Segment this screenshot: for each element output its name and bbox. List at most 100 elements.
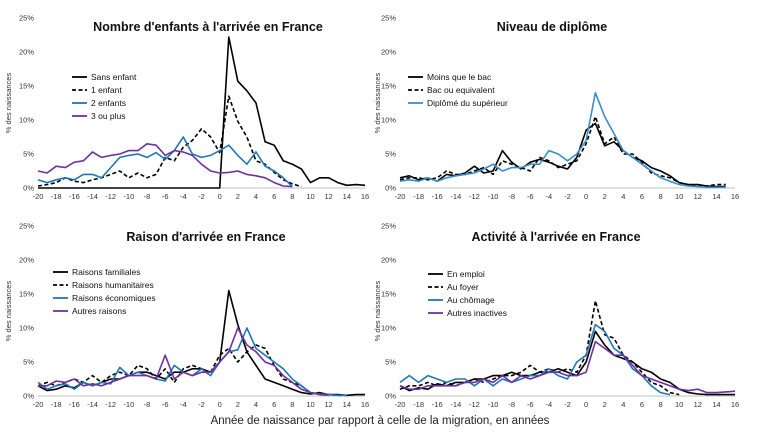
x-tick-label: -12 — [105, 400, 116, 409]
x-tick-label: 4 — [254, 400, 258, 409]
legend-label: Au foyer — [447, 282, 479, 292]
legend-label: Autres raisons — [72, 306, 126, 316]
x-tick-label: 0 — [584, 192, 588, 201]
y-tick-label: 5% — [385, 358, 396, 367]
x-tick-label: 8 — [658, 192, 662, 201]
chart-title: Activité à l'arrivée en France — [471, 230, 640, 244]
x-tick-label: -18 — [413, 400, 424, 409]
x-tick-label: -6 — [162, 400, 169, 409]
x-tick-label: 10 — [675, 400, 683, 409]
legend-label: Bac ou equivalent — [427, 85, 495, 95]
x-tick-label: -2 — [564, 400, 571, 409]
x-tick-label: -20 — [33, 400, 44, 409]
x-tick-label: 4 — [621, 400, 625, 409]
x-tick-label: -6 — [527, 192, 534, 201]
legend-label: Raisons familiales — [72, 267, 141, 277]
series-line-dipl-m-du-sup-rieur — [399, 92, 726, 189]
panel-1: 0%5%10%15%20%25%-20 -18 -16 -14 -12 -10 -8 -6 -4… — [4, 14, 369, 202]
x-tick-label: -4 — [180, 400, 187, 409]
x-tick-label: -6 — [527, 400, 534, 409]
x-axis-label: Année de naissance par rapport à celle d… — [211, 415, 550, 427]
x-tick-label: 12 — [324, 400, 332, 409]
y-tick-label: 15% — [19, 82, 34, 91]
x-tick-label: -10 — [488, 400, 499, 409]
legend-label: 1 enfant — [91, 85, 122, 95]
x-tick-label: -12 — [469, 400, 480, 409]
y-tick-label: 0% — [385, 184, 396, 193]
y-tick-label: 20% — [381, 256, 396, 265]
x-tick-label: -20 — [395, 400, 406, 409]
x-tick-label: -10 — [123, 192, 134, 201]
legend-label: En emploi — [447, 269, 485, 279]
chart-panels: 0%5%10%15%20%25%-20 -18 -16 -14 -12 -10 -8 -6 -4… — [4, 14, 739, 410]
chart-title: Niveau de diplôme — [497, 20, 607, 34]
x-tick-label: -12 — [469, 192, 480, 201]
x-tick-label: -4 — [546, 400, 553, 409]
x-tick-label: -20 — [395, 192, 406, 201]
legend-label: 2 enfants — [91, 98, 126, 108]
y-tick-label: 5% — [385, 150, 396, 159]
x-tick-label: 8 — [290, 400, 294, 409]
x-tick-label: 6 — [272, 400, 276, 409]
series-line-sans-enfant — [38, 36, 366, 189]
legend-label: Sans enfant — [91, 72, 137, 82]
x-tick-label: 8 — [658, 400, 662, 409]
y-tick-label: 10% — [19, 324, 34, 333]
x-tick-label: 4 — [254, 192, 258, 201]
chart-title: Nombre d'enfants à l'arrivée en France — [93, 20, 323, 34]
x-tick-label: 2 — [236, 192, 240, 201]
x-tick-label: -6 — [162, 192, 169, 201]
panel-2: 0%5%10%15%20%25%-20 -18 -16 -14 -12 -10 -8 -6 -4… — [373, 14, 739, 202]
x-tick-label: 16 — [361, 192, 369, 201]
legend-label: Raisons économiques — [72, 293, 156, 303]
x-tick-label: 14 — [343, 192, 351, 201]
x-tick-label: -8 — [144, 400, 151, 409]
x-tick-label: -16 — [69, 192, 80, 201]
chart-title: Raison d'arrivée en France — [126, 230, 285, 244]
legend-label: Autres inactives — [447, 308, 507, 318]
x-tick-label: 4 — [621, 192, 625, 201]
y-tick-label: 25% — [19, 14, 34, 23]
x-tick-label: -2 — [198, 192, 205, 201]
x-tick-label: 0 — [218, 192, 222, 201]
y-axis-label: % des naissances — [373, 281, 382, 342]
x-tick-label: -12 — [105, 192, 116, 201]
y-tick-label: 10% — [19, 116, 34, 125]
x-tick-label: -8 — [508, 400, 515, 409]
x-tick-label: 2 — [236, 400, 240, 409]
legend-label: Moins que le bac — [427, 72, 492, 82]
x-tick-label: 10 — [306, 400, 314, 409]
x-tick-label: 14 — [712, 192, 720, 201]
series-line-bac-ou-equivalent — [399, 115, 726, 188]
y-axis-label: % des naissances — [373, 73, 382, 134]
x-tick-label: 16 — [731, 192, 739, 201]
x-tick-label: 16 — [731, 400, 739, 409]
x-tick-label: 2 — [603, 400, 607, 409]
x-tick-label: 6 — [640, 192, 644, 201]
x-tick-label: -14 — [87, 400, 98, 409]
x-tick-label: 0 — [218, 400, 222, 409]
x-tick-label: 10 — [306, 192, 314, 201]
x-tick-label: -18 — [51, 192, 62, 201]
x-tick-label: -10 — [488, 192, 499, 201]
y-axis-label: % des naissances — [4, 281, 13, 342]
y-axis-label: % des naissances — [4, 73, 13, 134]
x-tick-label: 6 — [640, 400, 644, 409]
series-line-raisons-humanitaires — [37, 344, 347, 397]
x-tick-label: -16 — [432, 400, 443, 409]
series-line-3-ou-plus — [37, 143, 293, 188]
y-tick-label: 5% — [23, 150, 34, 159]
x-tick-label: -10 — [123, 400, 134, 409]
y-tick-label: 15% — [381, 82, 396, 91]
x-tick-label: 6 — [272, 192, 276, 201]
x-tick-label: -8 — [508, 192, 515, 201]
x-tick-label: 16 — [361, 400, 369, 409]
series-line-2-enfants — [37, 136, 293, 188]
x-tick-label: -16 — [69, 400, 80, 409]
x-tick-label: -18 — [413, 192, 424, 201]
x-tick-label: -14 — [450, 400, 461, 409]
legend-label: Raisons humanitaires — [72, 280, 154, 290]
x-tick-label: 8 — [290, 192, 294, 201]
x-tick-label: -14 — [450, 192, 461, 201]
